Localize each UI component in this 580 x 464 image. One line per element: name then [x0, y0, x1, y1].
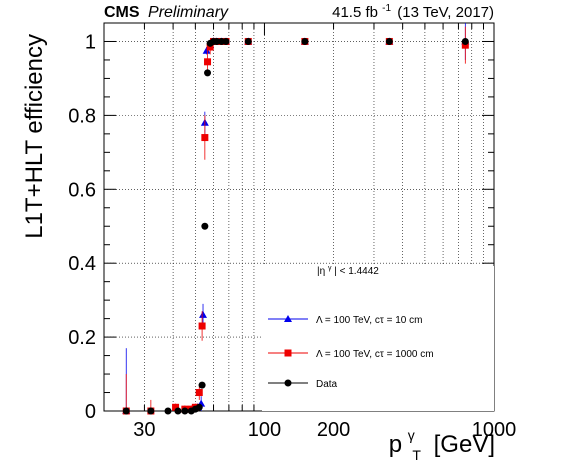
y-tick-label: 0.2: [68, 327, 96, 349]
data-point: [385, 37, 393, 45]
series-2: [122, 37, 469, 415]
legend-marker: [284, 349, 292, 357]
x-tick-label: 1000: [472, 419, 517, 441]
lumi-conditions: (13 TeV, 2017): [397, 4, 494, 21]
x-axis-label-sub: T: [412, 447, 421, 463]
legend-title-super: γ: [328, 265, 332, 272]
data-point: [195, 403, 203, 411]
legend: |η γ | < 1.4442 Λ = 100 TeV, cτ = 10 cm Λ…: [262, 262, 494, 411]
legend-marker: [284, 379, 292, 387]
data-point: [461, 41, 469, 49]
legend-label: Data: [316, 379, 338, 390]
legend-title: |η γ | < 1.4442: [317, 262, 379, 277]
data-point: [164, 407, 172, 415]
data-point: [204, 69, 212, 77]
y-tick-label: 0.6: [68, 179, 96, 201]
status-label: Preliminary: [148, 4, 229, 21]
data-point: [122, 407, 130, 415]
data-point: [461, 37, 469, 45]
lumi-exponent: -1: [382, 3, 391, 14]
legend-label: Λ = 100 TeV, cτ = 1000 cm: [316, 349, 434, 360]
x-tick-label: 200: [317, 419, 350, 441]
experiment-label: CMS: [104, 4, 140, 21]
y-tick-label: 1: [85, 31, 96, 53]
x-axis-label-super: γ: [408, 427, 415, 443]
y-tick-label: 0: [85, 401, 96, 423]
legend-title-text: |η: [317, 266, 325, 277]
data-point: [201, 222, 209, 230]
legend-marker: [284, 315, 292, 322]
data-point: [201, 134, 209, 142]
data-point: [174, 407, 182, 415]
lumi-label: 41.5 fb -1 (13 TeV, 2017): [332, 0, 494, 21]
legend-label: Λ = 100 TeV, cτ = 10 cm: [316, 315, 422, 326]
data-point: [172, 403, 180, 411]
data-point: [204, 58, 212, 66]
data-point: [198, 381, 206, 389]
data-point: [181, 407, 189, 415]
data-point: [147, 407, 155, 415]
data-point: [222, 37, 230, 45]
data-series: [122, 23, 470, 415]
x-tick-label: 100: [248, 419, 281, 441]
x-axis-label-unit: [GeV]: [434, 431, 495, 458]
y-tick-label: 0.4: [68, 253, 96, 275]
y-tick-label: 0.8: [68, 105, 96, 127]
x-axis-label: p γ T [GeV]: [389, 419, 495, 464]
data-point: [206, 43, 214, 51]
data-point: [198, 322, 206, 330]
x-axis-label-main: p: [389, 431, 402, 458]
legend-title-rest: | < 1.4442: [334, 266, 379, 277]
y-axis-label: L1T+HLT efficiency: [21, 34, 48, 239]
data-point: [195, 389, 203, 397]
data-point: [199, 310, 208, 318]
cms-header: CMS Preliminary: [104, 4, 229, 21]
x-tick-label: 30: [133, 419, 155, 441]
legend-box: [262, 266, 494, 411]
data-point: [301, 37, 309, 45]
lumi-value: 41.5 fb: [332, 4, 378, 21]
data-point: [244, 37, 252, 45]
